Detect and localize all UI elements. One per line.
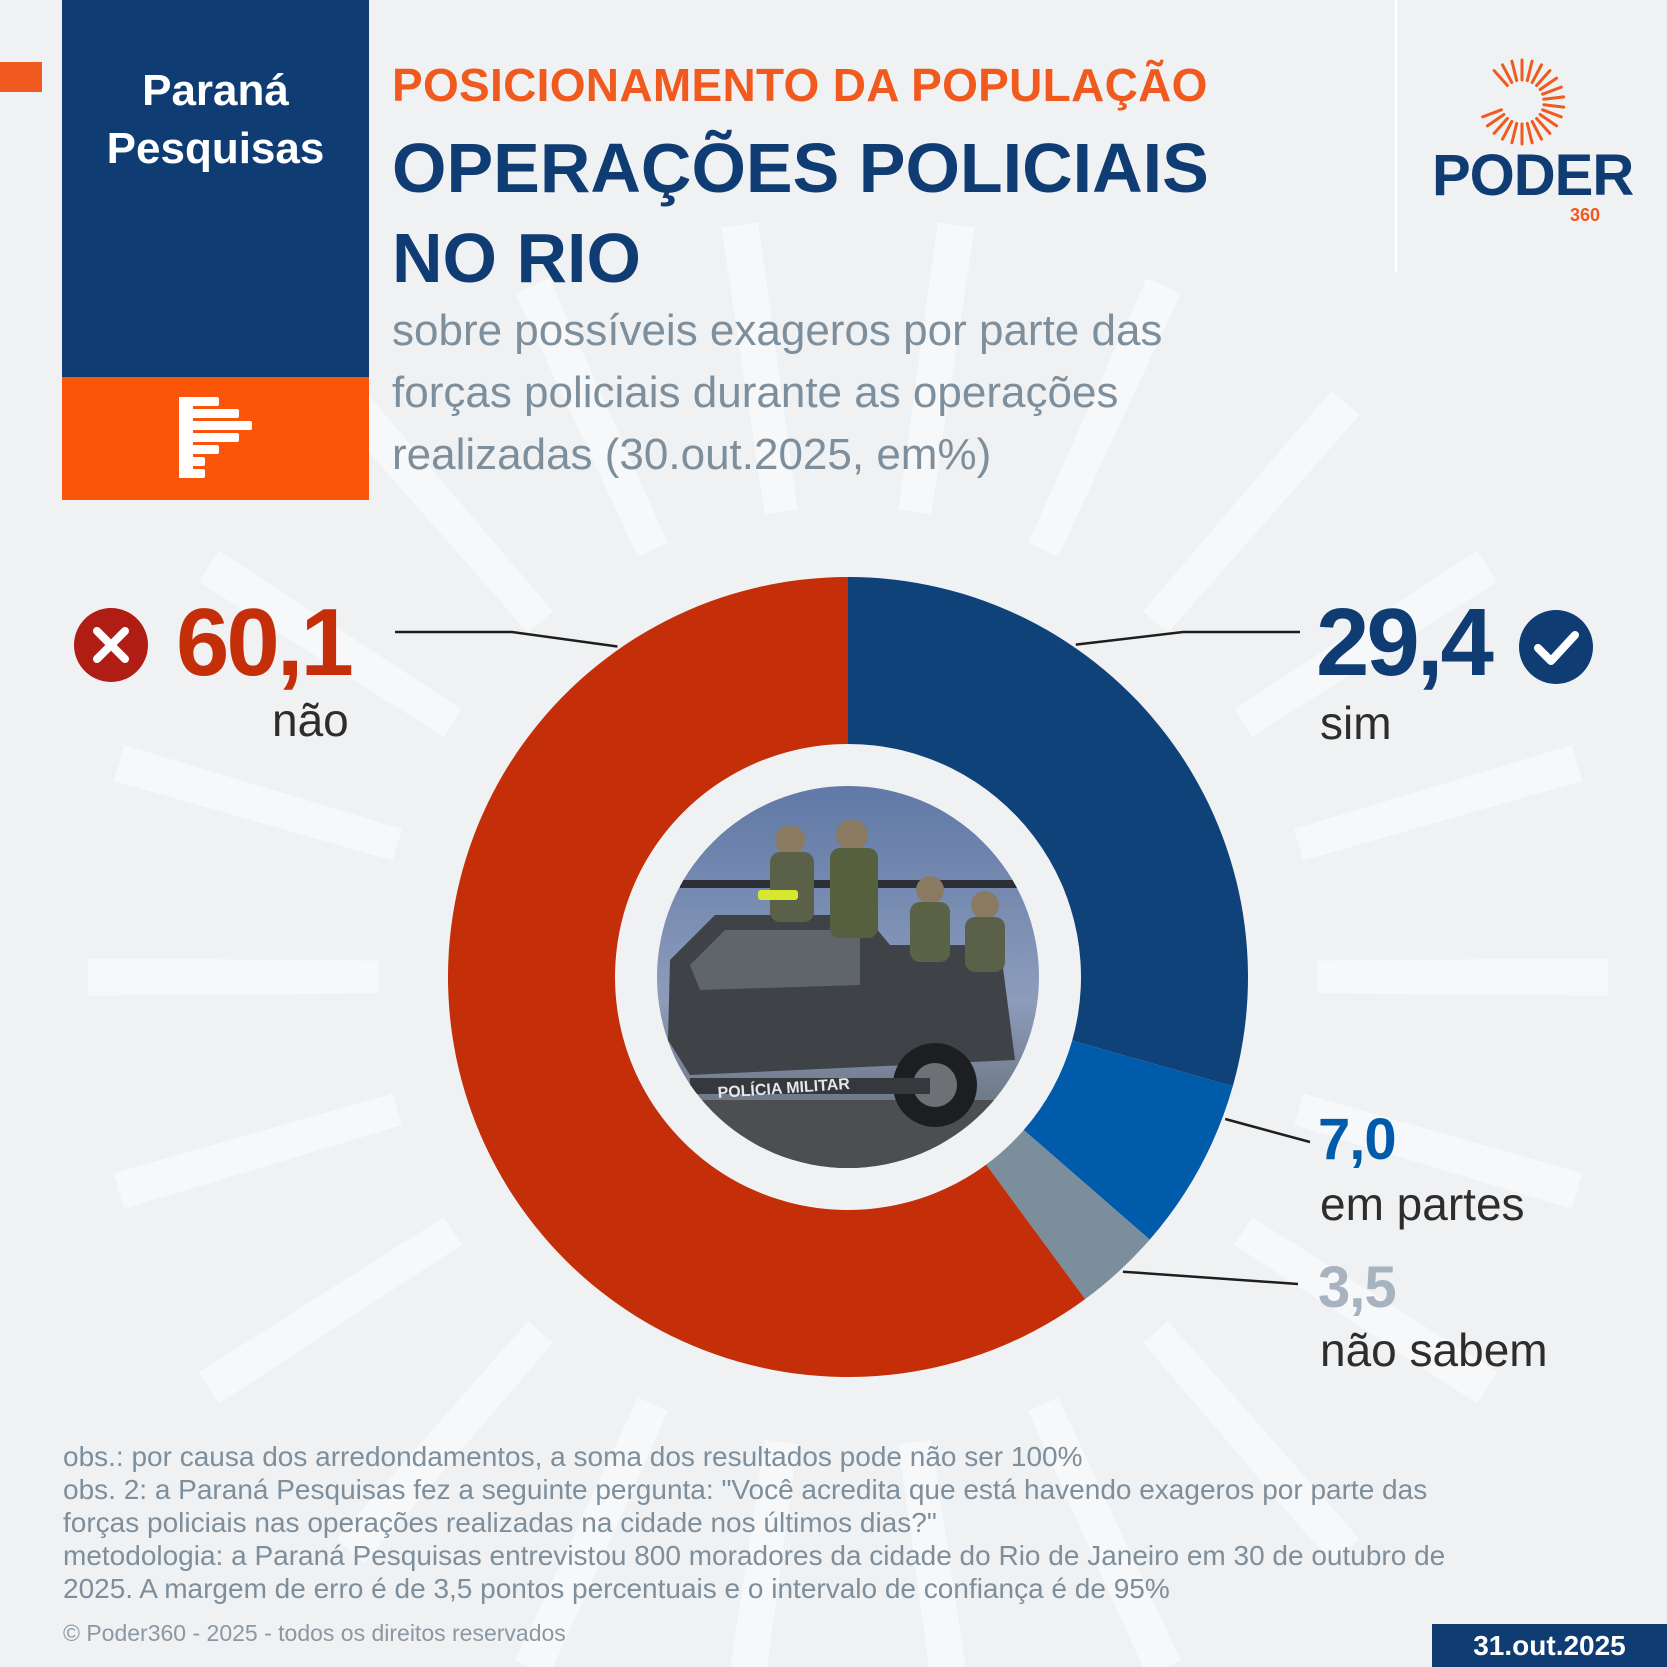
sun-ray [1492, 69, 1509, 87]
note-line-5: 2025. A margem de erro é de 3,5 pontos p… [63, 1573, 1170, 1604]
leader-line-em-partes [1224, 1117, 1311, 1144]
donut-slice-em-partes [1023, 1040, 1233, 1240]
sun-ray [1501, 120, 1514, 141]
slice-label-nao-sabem: não sabem [1320, 1324, 1548, 1376]
donut-slice-nao [447, 577, 1086, 1377]
sun-ray [1535, 69, 1552, 87]
sun-ray [1530, 120, 1543, 141]
sun-ray [1501, 63, 1514, 84]
background-ray [336, 390, 553, 633]
background-ray [1028, 1397, 1181, 1667]
background-ray [898, 222, 975, 515]
sun-ray [1541, 108, 1563, 119]
subtitle-line-2: forças policiais durante as operações [392, 368, 1119, 417]
sun-ray [1538, 76, 1559, 91]
background-ray [113, 1093, 402, 1209]
sun-ray [1481, 108, 1503, 119]
orange-accent-tick [0, 62, 42, 92]
background-ray [730, 1439, 798, 1667]
background-ray [198, 550, 462, 737]
background-ray [1234, 1217, 1498, 1404]
poder-logo-word: PODER [1432, 143, 1634, 208]
title-line-1: OPERAÇÕES POLICIAIS [392, 129, 1209, 207]
brand-name: Paraná Pesquisas [62, 62, 369, 178]
sun-ray [1492, 117, 1509, 135]
slice-value-em-partes: 7,0 [1318, 1107, 1397, 1172]
copyright: © Poder360 - 2025 - todos os direitos re… [63, 1620, 566, 1646]
slice-value-nao: 60,1 [176, 589, 354, 696]
title-line-2: NO RIO [392, 219, 641, 297]
brand-name-line-2: Pesquisas [106, 124, 325, 173]
sun-ray [1538, 113, 1559, 128]
donut-slice-sim [848, 577, 1248, 1087]
sun-ray [1541, 85, 1563, 96]
note-line-1: obs.: por causa dos arredondamentos, a s… [63, 1441, 1083, 1472]
background-ray [1294, 1093, 1583, 1209]
background-ray [721, 222, 798, 515]
parana-pesquisas-logo: Paraná Pesquisas [62, 0, 369, 500]
sun-ray [1535, 117, 1552, 135]
sun-ray [1530, 63, 1543, 84]
background-ray [898, 1439, 966, 1667]
slice-label-sim: sim [1320, 697, 1392, 749]
brand-top-panel: Paraná Pesquisas [62, 0, 369, 377]
center-photo: POLÍCIA MILITAR [657, 786, 1039, 1168]
brand-p-icon [179, 397, 252, 478]
sun-ray [1485, 113, 1506, 128]
sun-ray [1525, 59, 1534, 83]
background-ray [1143, 1321, 1360, 1564]
footnotes: obs.: por causa dos arredondamentos, a s… [63, 1440, 1623, 1605]
background-ray [113, 745, 402, 861]
header-divider [1395, 0, 1397, 272]
brand-bottom-panel [62, 377, 369, 500]
check-circle-icon [1519, 610, 1593, 684]
subtitle-line-3: realizadas (30.out.2025, em%) [392, 430, 992, 479]
slice-label-em-partes: em partes [1320, 1178, 1525, 1230]
leader-line-nao [395, 630, 618, 648]
poder360-sun-icon [1481, 58, 1566, 146]
background-ray [198, 1217, 462, 1404]
leader-line-nao-sabem [1122, 1270, 1299, 1286]
sun-ray [1525, 121, 1534, 145]
slice-value-nao-sabem: 3,5 [1318, 1255, 1397, 1320]
sun-ray [1542, 103, 1566, 109]
subtitle-line-1: sobre possíveis exageros por parte das [392, 306, 1163, 355]
background-ray [1143, 390, 1360, 633]
leader-line-sim [1075, 630, 1300, 646]
background-ray [515, 1397, 668, 1667]
background-ray [1294, 745, 1583, 861]
slice-label-nao: não [272, 694, 349, 746]
x-circle-icon [74, 608, 148, 682]
background-ray [1028, 278, 1181, 557]
background-ray [515, 278, 668, 557]
background-ray [1234, 550, 1498, 737]
note-line-2: obs. 2: a Paraná Pesquisas fez a seguint… [63, 1474, 1428, 1505]
kicker: POSICIONAMENTO DA POPULAÇÃO [392, 59, 1208, 111]
slice-value-sim: 29,4 [1316, 589, 1494, 696]
note-line-4: metodologia: a Paraná Pesquisas entrevis… [63, 1540, 1446, 1571]
background-ray [336, 1321, 553, 1564]
sun-ray [1510, 121, 1519, 145]
sun-ray [1510, 59, 1519, 83]
brand-name-line-1: Paraná [142, 66, 289, 115]
poder-logo-number: 360 [1570, 205, 1601, 225]
note-line-3: forças policiais nas operações realizada… [63, 1507, 937, 1538]
donut-slice-nao-sabem [986, 1129, 1150, 1300]
date-badge: 31.out.2025 [1432, 1624, 1667, 1667]
background-ray [1317, 958, 1608, 996]
sun-ray [1542, 95, 1566, 101]
background-ray [88, 958, 379, 996]
